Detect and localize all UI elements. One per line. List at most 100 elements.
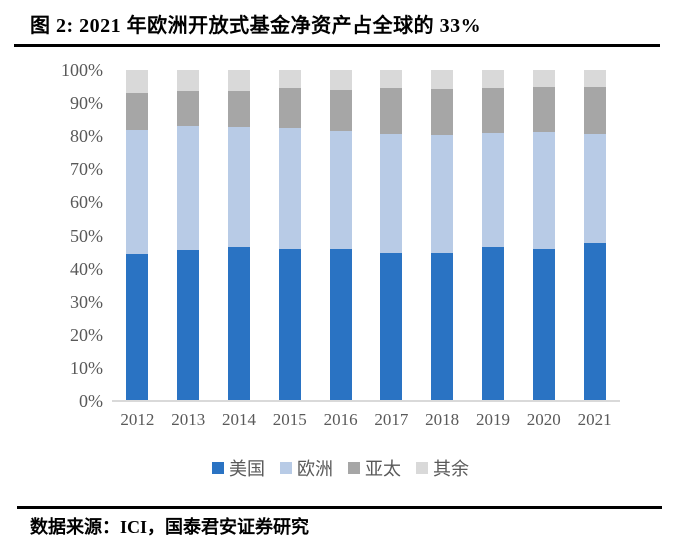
bar-segment	[177, 70, 200, 92]
bar-segment	[177, 91, 200, 126]
bar-segment	[227, 70, 250, 92]
stacked-bar-2019	[481, 70, 504, 401]
source-note: 数据来源：ICI，国泰君安证券研究	[30, 517, 310, 537]
bar-slot-2019	[468, 70, 519, 401]
y-tick-label: 50%	[70, 225, 103, 246]
bar-slot-2012	[112, 70, 163, 401]
bar-segment	[583, 86, 606, 134]
x-axis-line	[112, 400, 620, 402]
bar-slot-2021	[569, 70, 620, 401]
x-tick-label: 2012	[120, 410, 155, 429]
x-tick-label: 2013	[171, 410, 206, 429]
bar-slot-2014	[214, 70, 265, 401]
stacked-bar-2013	[177, 70, 200, 401]
source-divider	[17, 506, 662, 509]
bar-segment	[532, 86, 555, 132]
stacked-bar-2018	[431, 70, 454, 401]
plot-area	[112, 70, 620, 401]
bar-segment	[481, 88, 504, 133]
bar-segment	[329, 89, 352, 131]
bar-segment	[278, 128, 301, 250]
bar-slot-2013	[163, 70, 214, 401]
bar-slot-2016	[315, 70, 366, 401]
bar-segment	[126, 253, 149, 401]
stacked-bar-2012	[126, 70, 149, 401]
stacked-bar-2020	[532, 70, 555, 401]
title-divider	[14, 44, 660, 47]
stacked-bar-2015	[278, 70, 301, 401]
bar-segment	[278, 249, 301, 401]
bar-segment	[278, 87, 301, 129]
legend-label: 欧洲	[297, 459, 333, 479]
y-tick-label: 70%	[70, 159, 103, 180]
bar-segment	[126, 92, 149, 131]
y-tick-label: 40%	[70, 258, 103, 279]
x-tick-label: 2019	[475, 410, 510, 429]
legend-swatch-icon	[212, 462, 224, 474]
bar-slot-2015	[264, 70, 315, 401]
bar-segment	[227, 126, 250, 248]
bar-segment	[583, 70, 606, 87]
y-tick-label: 90%	[70, 93, 103, 114]
x-axis-labels: 2012 2013 2014 2015 2016 2017 2018 2019 2020 2021	[112, 410, 620, 430]
bar-segment	[583, 242, 606, 401]
bar-segment	[380, 70, 403, 89]
bar-segment	[329, 249, 352, 401]
legend-item: 美国	[212, 455, 265, 481]
y-tick-label: 0%	[79, 391, 103, 411]
bar-segment	[380, 88, 403, 134]
bar-segment	[126, 130, 149, 254]
stacked-bar-2014	[227, 70, 250, 401]
legend-item: 其余	[416, 455, 469, 481]
x-tick-label: 2018	[425, 410, 460, 429]
bar-slot-2018	[417, 70, 468, 401]
legend: 美国 欧洲 亚太 其余	[0, 455, 681, 481]
legend-label: 亚太	[365, 459, 401, 479]
bar-segment	[431, 135, 454, 253]
bar-segment	[431, 70, 454, 90]
legend-swatch-icon	[348, 462, 360, 474]
bar-segment	[380, 252, 403, 401]
bar-segment	[481, 70, 504, 89]
y-axis: 0% 10% 20% 30% 40% 50% 60% 70% 80% 90% 100%	[0, 60, 103, 411]
legend-swatch-icon	[416, 462, 428, 474]
x-tick-label: 2014	[221, 410, 256, 429]
bar-segment	[431, 89, 454, 136]
stacked-bar-2021	[583, 70, 606, 401]
bar-segment	[177, 125, 200, 251]
bar-segment	[532, 70, 555, 87]
y-tick-label: 80%	[70, 126, 103, 147]
bar-segment	[227, 91, 250, 127]
bar-segment	[532, 249, 555, 401]
y-tick-label: 60%	[70, 192, 103, 213]
y-tick-label: 10%	[70, 357, 103, 378]
bar-segment	[177, 250, 200, 401]
y-tick-label: 30%	[70, 291, 103, 312]
bar-slot-2017	[366, 70, 417, 401]
bar-segment	[532, 131, 555, 250]
bar-segment	[329, 70, 352, 90]
x-tick-label: 2015	[272, 410, 307, 429]
bar-segment	[481, 246, 504, 401]
legend-label: 其余	[433, 459, 469, 479]
figure-title: 图 2: 2021 年欧洲开放式基金净资产占全球的 33%	[30, 15, 482, 37]
bar-segment	[481, 132, 504, 247]
y-tick-label: 100%	[61, 60, 103, 80]
bar-segment	[227, 247, 250, 401]
stacked-bar-2016	[329, 70, 352, 401]
bar-segment	[380, 133, 403, 253]
bar-segment	[278, 70, 301, 88]
stacked-bar-2017	[380, 70, 403, 401]
legend-swatch-icon	[280, 462, 292, 474]
bar-segment	[126, 70, 149, 93]
legend-item: 欧洲	[280, 455, 333, 481]
x-tick-label: 2016	[323, 410, 358, 429]
y-tick-label: 20%	[70, 324, 103, 345]
x-tick-label: 2021	[577, 410, 612, 429]
bar-segment	[583, 133, 606, 243]
bar-segment	[431, 252, 454, 401]
legend-label: 美国	[229, 459, 265, 479]
x-tick-label: 2017	[374, 410, 409, 429]
bar-segment	[329, 130, 352, 250]
